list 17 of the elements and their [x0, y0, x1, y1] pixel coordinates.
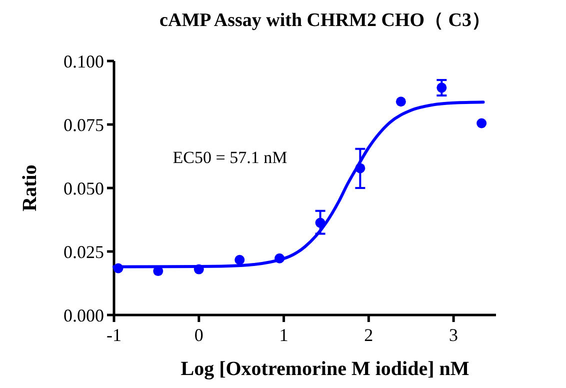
x-tick-label: 0 — [194, 325, 204, 345]
y-tick-label: 0.025 — [64, 242, 104, 262]
y-axis-title: Ratio — [19, 164, 41, 212]
x-tick-label: -1 — [106, 325, 122, 345]
y-tick-label: 0.050 — [64, 178, 104, 198]
point — [476, 118, 487, 128]
x-tick-label: 1 — [279, 325, 288, 345]
x-axis-title: Log [Oxotremorine M iodide] nM — [180, 358, 470, 380]
y-tick-label: 0.000 — [64, 305, 104, 326]
annotation: EC50 = 57.1 nM — [172, 148, 288, 167]
y-tick-label: 0.075 — [64, 114, 104, 135]
x-tick-label: 3 — [449, 325, 458, 345]
point — [396, 96, 406, 107]
chart-title: cAMP Assay with CHRM2 CHO（ C3） — [160, 10, 490, 31]
x-tick-label: 2 — [364, 325, 374, 345]
point — [234, 254, 245, 265]
y-tick-label: 0.100 — [64, 51, 104, 72]
